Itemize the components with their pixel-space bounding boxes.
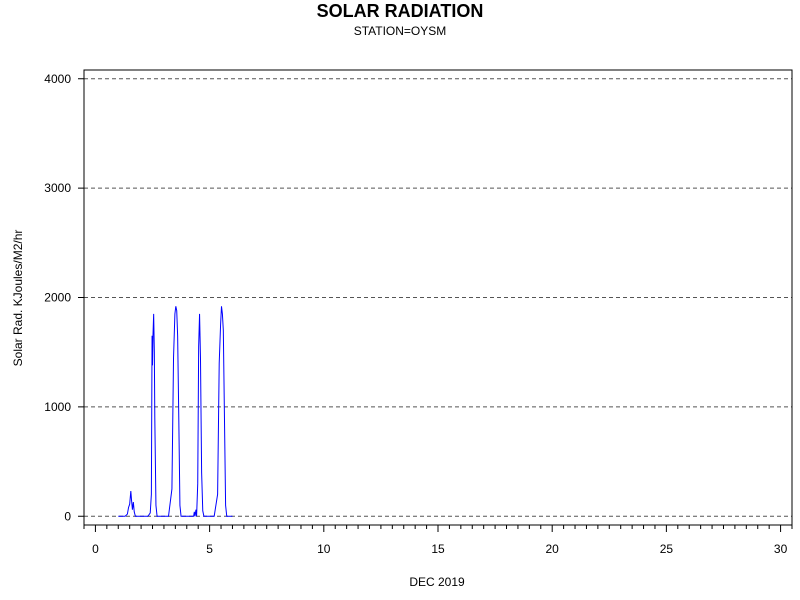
x-tick-label: 5 — [206, 542, 213, 556]
x-tick-label: 30 — [774, 542, 788, 556]
x-axis-label: DEC 2019 — [409, 575, 465, 589]
y-tick-label: 3000 — [44, 181, 71, 195]
series-layer — [118, 306, 233, 517]
chart-title: SOLAR RADIATION — [317, 1, 484, 21]
y-axis: 0 1000 2000 3000 4000 — [44, 72, 84, 523]
x-tick-label: 20 — [546, 542, 560, 556]
gridlines — [84, 78, 792, 517]
x-tick-label: 15 — [431, 542, 445, 556]
x-tick-label: 25 — [660, 542, 674, 556]
y-tick-label: 4000 — [44, 72, 71, 86]
y-tick-label: 2000 — [44, 291, 71, 305]
series-line — [118, 306, 233, 517]
x-tick-label: 0 — [92, 542, 99, 556]
y-tick-label: 0 — [64, 509, 71, 523]
x-tick-label: 10 — [317, 542, 331, 556]
y-tick-label: 1000 — [44, 400, 71, 414]
chart-subtitle: STATION=OYSM — [354, 24, 447, 38]
x-axis: 0 5 10 15 20 25 30 — [83, 525, 793, 556]
y-axis-label: Solar Rad. KJoules/M2/hr — [11, 230, 25, 367]
